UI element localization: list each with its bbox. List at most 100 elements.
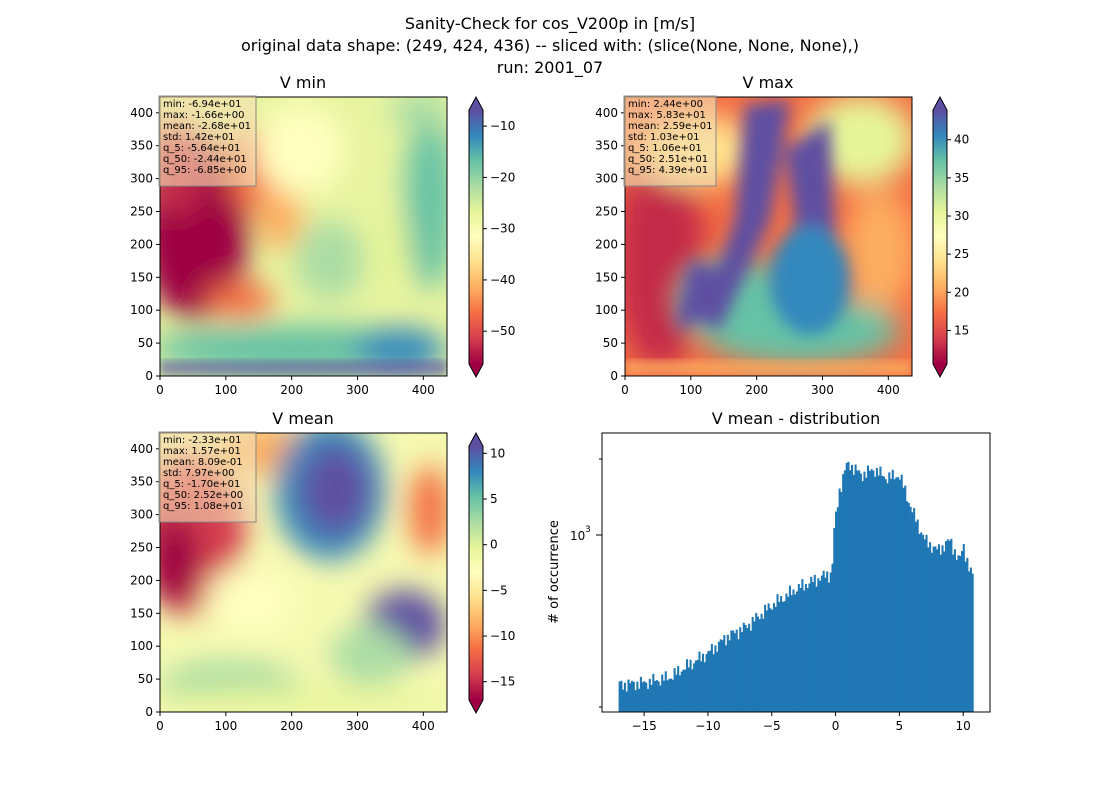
histogram-bar	[666, 680, 669, 712]
histogram-bar	[833, 528, 836, 712]
v-max-colorbar-ticks: 15 20 25 30 35 40	[947, 133, 969, 337]
histogram-bar	[769, 608, 772, 712]
histogram-bar	[941, 545, 944, 712]
histogram-bar	[827, 582, 831, 712]
x-tick-label: 300	[811, 383, 834, 397]
histogram-bar	[771, 609, 774, 712]
histogram-bar	[850, 464, 854, 712]
v-mean-stats-2: mean: 8.09e-01	[163, 457, 243, 468]
histogram-bar	[707, 651, 710, 712]
y-tick-label: 0	[145, 705, 153, 719]
histogram-bar	[733, 633, 736, 712]
histogram-bar	[701, 653, 705, 712]
histogram-bar	[960, 551, 964, 712]
histogram-bar	[953, 549, 956, 712]
histogram-bar	[650, 684, 653, 712]
v-max-stats-3: std: 1.03e+01	[628, 132, 700, 143]
panel-v-min: V min 0 100 200 300 400 0 50 100 150 200 250 300 35…	[130, 73, 515, 397]
histogram-bar	[879, 466, 882, 712]
histogram-bar	[918, 533, 921, 712]
histogram-bars	[618, 461, 974, 712]
histogram-bar	[945, 541, 948, 712]
figure-title-line-1: Sanity-Check for cos_V200p in [m/s]	[405, 14, 695, 34]
panel-v-min-title: V min	[280, 73, 326, 92]
histogram-bar	[914, 521, 917, 712]
histogram-bar	[916, 519, 919, 712]
histogram-bar	[897, 477, 900, 712]
panel-v-max-title: V max	[743, 73, 794, 92]
histogram-bar	[758, 619, 761, 712]
panel-v-max: V max 0 100 200 300 400 0 50 100 150 200 250 300 35…	[595, 73, 969, 397]
histogram-bar	[686, 659, 689, 712]
figure-title-line-3: run: 2001_07	[497, 58, 603, 78]
histogram-bar	[678, 675, 681, 712]
figure-title-line-2: original data shape: (249, 424, 436) -- …	[241, 36, 859, 55]
histogram-bar	[643, 681, 646, 712]
histogram-bar	[670, 678, 673, 712]
x-tick-label: 400	[412, 719, 435, 733]
colorbar-tick-label: 5	[490, 492, 498, 506]
histogram-bar	[911, 512, 914, 712]
x-tick-label: 10	[956, 719, 971, 733]
histogram-bar	[891, 469, 894, 712]
histogram-bar	[964, 561, 967, 712]
histogram-bar	[691, 669, 694, 712]
histogram-bar	[694, 660, 697, 712]
x-tick-label: 400	[412, 383, 435, 397]
histogram-bar	[929, 542, 932, 712]
v-max-stats-0: min: 2.44e+00	[628, 99, 703, 110]
histogram-bar	[671, 679, 674, 712]
histogram-bar	[921, 534, 925, 712]
x-tick-label: 200	[745, 383, 768, 397]
v-mean-stats-0: min: -2.33e+01	[163, 435, 242, 446]
histogram-bar	[842, 474, 845, 712]
histogram-bar	[796, 591, 799, 712]
colorbar-tick-label: −10	[490, 119, 515, 133]
histogram-bar	[668, 678, 671, 712]
histogram-bar	[797, 583, 800, 712]
histogram-bar	[799, 588, 802, 712]
histogram-bar	[939, 554, 942, 712]
histogram-bar	[661, 674, 664, 712]
histogram-bar	[654, 681, 657, 712]
v-min-stats-2: mean: -2.68e+01	[163, 121, 251, 132]
histogram-bar	[810, 576, 813, 712]
y-tick-label: 150	[130, 270, 153, 284]
v-mean-stats-5: q_50: 2.52e+00	[163, 490, 243, 501]
histogram-bar	[824, 577, 827, 712]
x-tick-label: 300	[346, 719, 369, 733]
v-mean-colorbar: −15 −10 −5 0 5 10	[468, 431, 515, 715]
y-tick-label: 0	[145, 369, 153, 383]
histogram-bar	[748, 623, 751, 712]
histogram-bar	[937, 544, 941, 712]
histogram-bar	[890, 478, 893, 712]
v-max-y-ticks: 0 50 100 150 200 250 300 350 400	[595, 106, 625, 383]
histogram-bar	[693, 663, 696, 712]
y-tick-label: 350	[130, 475, 153, 489]
v-mean-stats-6: q_95: 1.08e+01	[163, 501, 243, 512]
histogram-bar	[762, 618, 765, 712]
histogram-bar	[746, 628, 749, 712]
histogram-bar	[741, 632, 744, 712]
y-tick-label: 200	[130, 573, 153, 587]
histogram-bar	[943, 551, 946, 712]
histogram-bar	[836, 507, 839, 712]
v-mean-stats-1: max: 1.57e+01	[163, 446, 241, 457]
panel-v-mean-title: V mean	[272, 409, 333, 428]
histogram-bar	[895, 477, 898, 712]
histogram-bar	[677, 666, 680, 712]
histogram-bar	[804, 584, 807, 712]
colorbar-tick-label: 35	[954, 171, 969, 185]
x-tick-label: 0	[832, 719, 840, 733]
v-min-colorbar-ticks: −50 −40 −30 −20 −10	[483, 119, 515, 338]
v-max-stats-6: q_95: 4.39e+01	[628, 165, 708, 176]
histogram-bar	[735, 629, 738, 712]
v-max-stats-box	[623, 95, 717, 187]
histogram-bar	[725, 645, 728, 712]
histogram-bar	[687, 667, 690, 712]
y-tick-label: 400	[130, 106, 153, 120]
histogram-bar	[652, 673, 655, 712]
histogram-bar	[756, 616, 760, 712]
histogram-bar	[788, 585, 791, 712]
v-min-stats-4: q_5: -5.64e+01	[163, 143, 240, 154]
